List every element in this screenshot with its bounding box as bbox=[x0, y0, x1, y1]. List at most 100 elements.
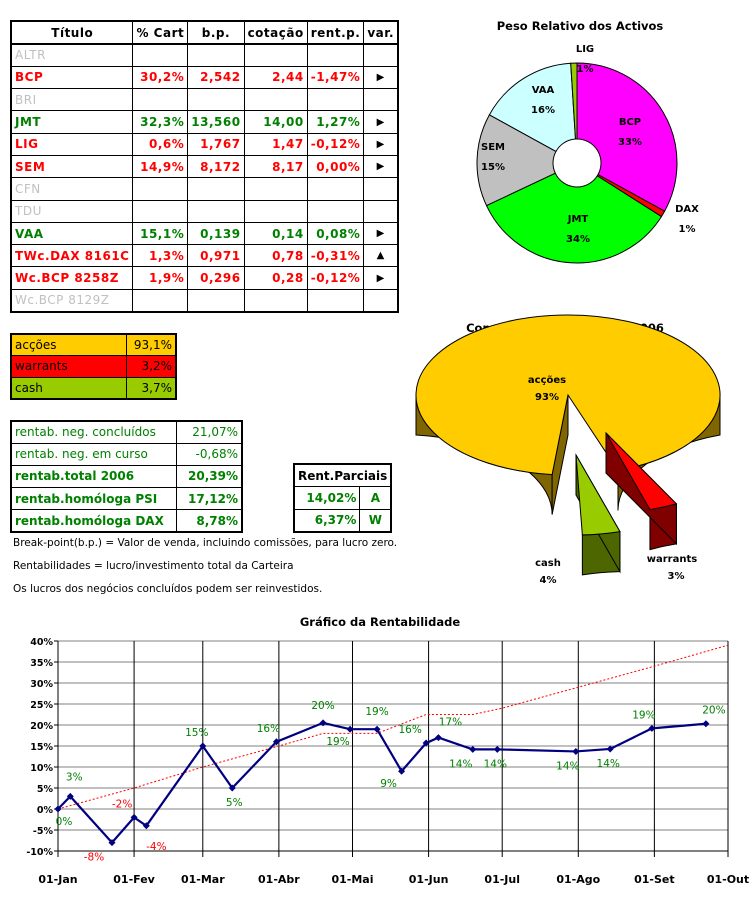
asset-name: BRI bbox=[10, 88, 134, 112]
returns-value: -0,68% bbox=[176, 442, 243, 466]
data-label: 20% bbox=[702, 705, 725, 717]
returns-row: rentab.homóloga DAX 8,78% bbox=[10, 509, 243, 533]
data-point-marker bbox=[606, 745, 614, 753]
column-header: Título bbox=[10, 20, 134, 45]
pie3d-slice-warrants bbox=[605, 432, 678, 511]
data-point-marker bbox=[493, 745, 501, 753]
donut-slice-value: 1% bbox=[679, 224, 696, 235]
data-label: 14% bbox=[484, 758, 507, 770]
asset-name: BCP bbox=[10, 65, 134, 90]
donut-slice-label: SEM bbox=[481, 142, 505, 153]
data-point-marker bbox=[199, 742, 207, 750]
data-label: 16% bbox=[257, 723, 280, 735]
returns-value: 21,07% bbox=[176, 420, 243, 444]
data-label: -2% bbox=[112, 798, 132, 810]
note-reinvest: Os lucros dos negócios concluídos podem … bbox=[13, 583, 323, 595]
donut-slice-value: 15% bbox=[481, 162, 505, 173]
y-tick-label: 40% bbox=[30, 637, 53, 648]
cell-bp: 1,767 bbox=[187, 132, 245, 156]
donut-slice-value: 33% bbox=[618, 137, 642, 148]
partial-value: 14,02% bbox=[293, 486, 361, 510]
allocation-value: 93,1% bbox=[125, 333, 177, 357]
y-tick-label: 10% bbox=[30, 763, 53, 774]
data-label: 19% bbox=[632, 709, 655, 721]
donut-slice-lig bbox=[570, 62, 578, 140]
partial-code: W bbox=[359, 508, 392, 533]
table-row: SEM 14,9% 8,172 8,17 0,00% ▶ bbox=[10, 154, 399, 179]
pie3d-slice-acções bbox=[415, 314, 721, 476]
donut-slice-value: 16% bbox=[531, 105, 555, 116]
x-tick-label: 01-Ago bbox=[556, 873, 600, 886]
data-label: 17% bbox=[439, 717, 462, 729]
data-point-marker bbox=[142, 822, 150, 830]
cell-cot: 14,00 bbox=[243, 110, 308, 134]
returns-row: rentab. neg. concluídos 21,07% bbox=[10, 420, 243, 444]
y-tick-label: 20% bbox=[30, 721, 53, 732]
returns-value: 8,78% bbox=[176, 509, 243, 533]
cell-cart: 1,3% bbox=[132, 244, 189, 268]
cell-bp: 0,139 bbox=[187, 221, 245, 246]
allocation-row: cash 3,7% bbox=[10, 376, 177, 400]
asset-name: TDU bbox=[10, 199, 134, 223]
data-label: 15% bbox=[185, 727, 208, 739]
x-tick-label: 01-Jun bbox=[409, 873, 449, 886]
column-header: rent.p. bbox=[306, 20, 365, 45]
y-tick-label: 30% bbox=[30, 679, 53, 690]
cell-cot: 8,17 bbox=[243, 154, 308, 179]
cell-bp bbox=[187, 288, 245, 313]
table-header-row: Título% Cart b.p. cotação rent.p. var. bbox=[10, 20, 399, 45]
pie3d-slice-label: warrants bbox=[647, 554, 697, 565]
data-label: 16% bbox=[398, 724, 421, 736]
donut-chart-title: Peso Relativo dos Activos bbox=[496, 19, 664, 33]
asset-name: Wc.BCP 8129Z bbox=[10, 288, 134, 313]
data-label: 14% bbox=[597, 758, 620, 770]
y-tick-label: 15% bbox=[30, 742, 53, 753]
x-tick-label: 01-Jan bbox=[38, 873, 77, 886]
data-point-marker bbox=[572, 747, 580, 755]
data-point-marker bbox=[702, 720, 710, 728]
table-row: CFN bbox=[10, 177, 399, 201]
allocation-row: acções 93,1% bbox=[10, 333, 177, 357]
donut-slice-label: BCP bbox=[619, 117, 641, 128]
table-row: ALTR bbox=[10, 43, 399, 67]
returns-row: rentab. neg. em curso -0,68% bbox=[10, 442, 243, 466]
data-label: 19% bbox=[326, 736, 349, 748]
allocation-label: cash bbox=[10, 376, 127, 400]
returns-label: rentab.homóloga DAX bbox=[10, 509, 178, 533]
data-point-marker bbox=[319, 719, 327, 727]
donut-slice-label: DAX bbox=[675, 204, 699, 215]
pie3d-slice-value: 3% bbox=[668, 571, 685, 582]
allocation-row: warrants 3,2% bbox=[10, 355, 177, 378]
table-row: BRI bbox=[10, 88, 399, 112]
asset-name: ALTR bbox=[10, 43, 134, 67]
pie3d-slice-label: cash bbox=[535, 558, 561, 569]
pie3d-slice-value: 93% bbox=[535, 392, 559, 403]
note-returns: Rentabilidades = lucro/investimento tota… bbox=[13, 560, 294, 572]
data-label: 0% bbox=[56, 816, 73, 828]
donut-slice-label: VAA bbox=[532, 85, 555, 96]
data-point-marker bbox=[108, 839, 116, 847]
data-point-marker bbox=[228, 784, 236, 792]
data-point-marker bbox=[648, 724, 656, 732]
donut-slice-vaa bbox=[488, 62, 577, 153]
partial-returns-table: Rent.Parciais 14,02% A 6,37% W bbox=[293, 463, 393, 533]
cell-cot: 0,78 bbox=[243, 244, 308, 268]
data-label: 19% bbox=[365, 706, 388, 718]
returns-label: rentab.total 2006 bbox=[10, 464, 178, 489]
partial-value: 6,37% bbox=[293, 508, 361, 533]
cell-cot bbox=[243, 288, 308, 313]
cell-bp: 2,542 bbox=[187, 65, 245, 90]
column-header: var. bbox=[363, 20, 399, 45]
data-point-marker bbox=[469, 745, 477, 753]
allocation-table: acções 93,1% warrants 3,2% cash 3,7% bbox=[10, 333, 177, 400]
data-point-marker bbox=[434, 734, 442, 742]
data-point-marker bbox=[66, 792, 74, 800]
donut-slice-value: 1% bbox=[577, 64, 594, 75]
data-label: 20% bbox=[311, 700, 334, 712]
x-tick-label: 01-Jul bbox=[484, 873, 520, 886]
column-header: b.p. bbox=[187, 20, 245, 45]
y-tick-label: 35% bbox=[30, 658, 53, 669]
variation-icon bbox=[363, 288, 399, 313]
donut-slice-sem bbox=[476, 114, 557, 207]
